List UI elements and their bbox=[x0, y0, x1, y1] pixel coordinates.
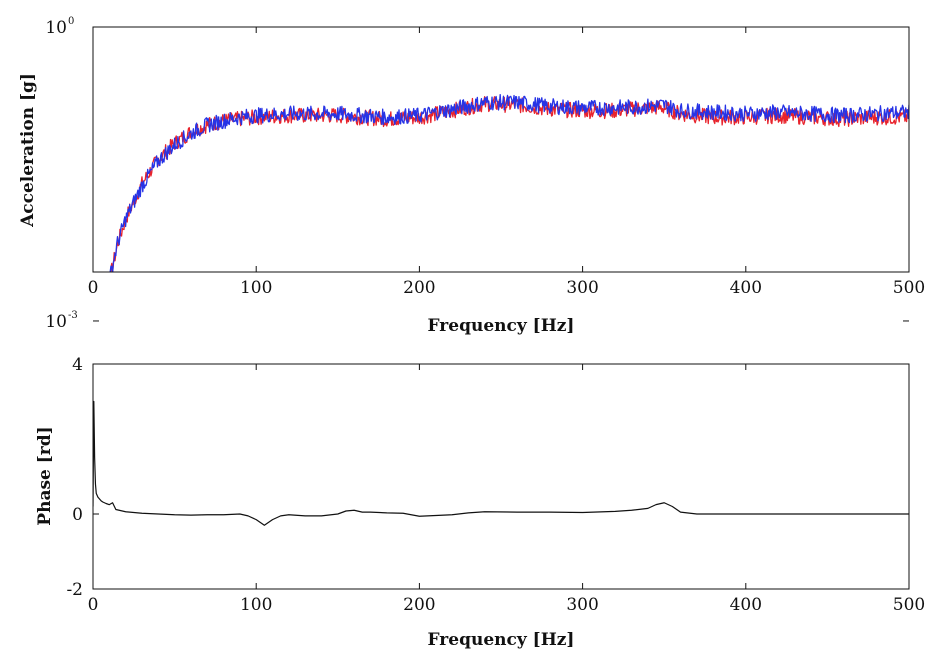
acceleration-y-tick-label: 10 bbox=[45, 312, 67, 332]
acceleration-y-tick-exponent: -3 bbox=[68, 310, 78, 321]
acceleration-x-tick-label: 100 bbox=[240, 278, 272, 298]
phase-x-tick-label: 100 bbox=[240, 595, 272, 615]
phase-y-tick-label: -2 bbox=[66, 580, 83, 600]
acceleration-x-tick-label: 400 bbox=[730, 278, 762, 298]
acceleration-x-tick-label: 200 bbox=[403, 278, 435, 298]
phase-plot-frame bbox=[92, 363, 910, 590]
acceleration-x-tick-label: 0 bbox=[88, 278, 99, 298]
phase-x-tick-label: 0 bbox=[88, 595, 99, 615]
phase-series-group bbox=[93, 400, 909, 526]
phase-x-tick-label: 300 bbox=[566, 595, 598, 615]
acceleration-x-tick-label: 500 bbox=[893, 278, 925, 298]
acceleration-series-group bbox=[109, 93, 909, 272]
phase-y-tick-label: 4 bbox=[72, 355, 83, 375]
acceleration-x-tick-label: 300 bbox=[566, 278, 598, 298]
acceleration-plot-frame bbox=[92, 26, 910, 273]
phase-x-tick-label: 400 bbox=[730, 595, 762, 615]
phase-xlabel: Frequency [Hz] bbox=[428, 630, 575, 650]
phase-y-tick-label: 0 bbox=[72, 505, 83, 525]
phase-series-line-0 bbox=[93, 400, 909, 526]
acceleration-series-line-1 bbox=[109, 93, 909, 272]
acceleration-y-tick-exponent: 0 bbox=[68, 16, 74, 27]
phase-x-tick-label: 200 bbox=[403, 595, 435, 615]
acceleration-xlabel: Frequency [Hz] bbox=[428, 316, 575, 336]
acceleration-ylabel: Acceleration [g] bbox=[18, 73, 38, 228]
acceleration-y-tick-label: 10 bbox=[45, 18, 67, 38]
phase-x-tick-label: 500 bbox=[893, 595, 925, 615]
phase-ylabel: Phase [rd] bbox=[35, 426, 55, 525]
